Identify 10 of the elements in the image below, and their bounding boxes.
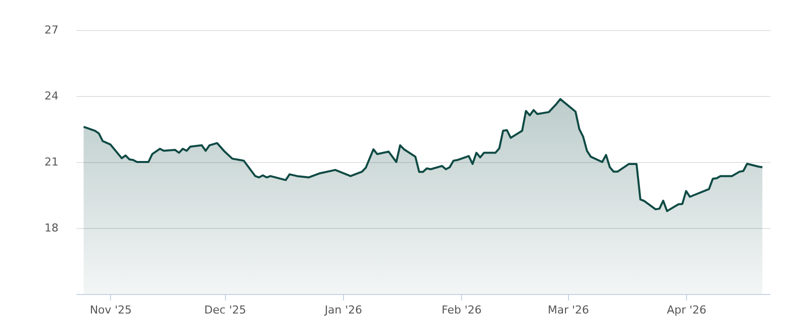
y-tick-label: 27 <box>44 24 58 36</box>
x-tick-label: Apr '26 <box>666 304 706 316</box>
y-tick-label: 18 <box>44 222 58 234</box>
x-tick-label: Dec '25 <box>204 304 246 316</box>
x-tick-label: Jan '26 <box>324 304 362 316</box>
x-tick-label: Feb '26 <box>442 304 482 316</box>
y-tick-label: 21 <box>44 156 58 168</box>
x-tick-label: Nov '25 <box>90 304 132 316</box>
y-tick-label: 24 <box>44 90 58 102</box>
x-tick-label: Mar '26 <box>548 304 590 316</box>
